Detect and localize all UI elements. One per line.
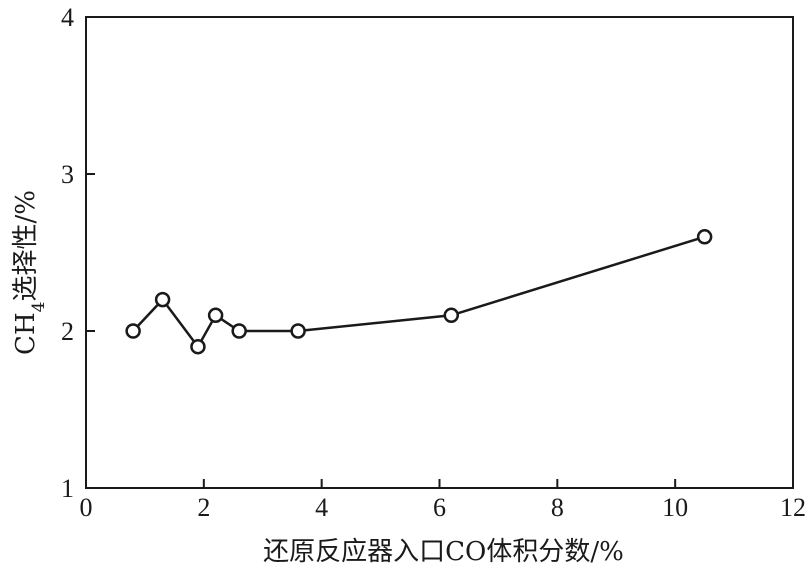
x-axis-ticks: 0 2 4 6 8 10 12	[80, 479, 806, 522]
data-point	[290, 323, 306, 339]
y-axis-title-suffix: 选择性/%	[11, 190, 41, 301]
data-point	[231, 323, 247, 339]
x-tick-label: 8	[551, 493, 564, 522]
x-tick-label: 2	[197, 493, 210, 522]
x-tick-label: 0	[80, 493, 93, 522]
x-tick-label: 12	[780, 493, 806, 522]
data-point	[125, 323, 141, 339]
data-point	[696, 229, 713, 245]
y-axis-title: CH4选择性/%	[11, 190, 49, 355]
y-axis-title-main: CH	[11, 312, 41, 355]
series-line	[132, 235, 705, 349]
y-tick-label: 1	[61, 474, 74, 503]
y-axis-title-subscript: 4	[29, 302, 49, 313]
x-tick-label: 10	[662, 493, 688, 522]
x-tick-label: 4	[315, 493, 328, 522]
x-tick-label: 6	[433, 493, 446, 522]
y-tick-label: 4	[61, 3, 74, 32]
y-axis-ticks: 1 2 3 4	[61, 3, 95, 503]
data-point	[154, 291, 171, 308]
plot-border	[85, 16, 794, 489]
y-tick-label: 3	[61, 160, 74, 189]
data-point	[190, 338, 206, 355]
plot-frame	[85, 16, 794, 489]
data-point	[443, 307, 460, 324]
data-point	[207, 307, 224, 324]
series-group	[125, 229, 713, 355]
x-axis-title: 还原反应器入口CO体积分数/%	[263, 537, 624, 567]
y-tick-label: 2	[61, 317, 74, 346]
